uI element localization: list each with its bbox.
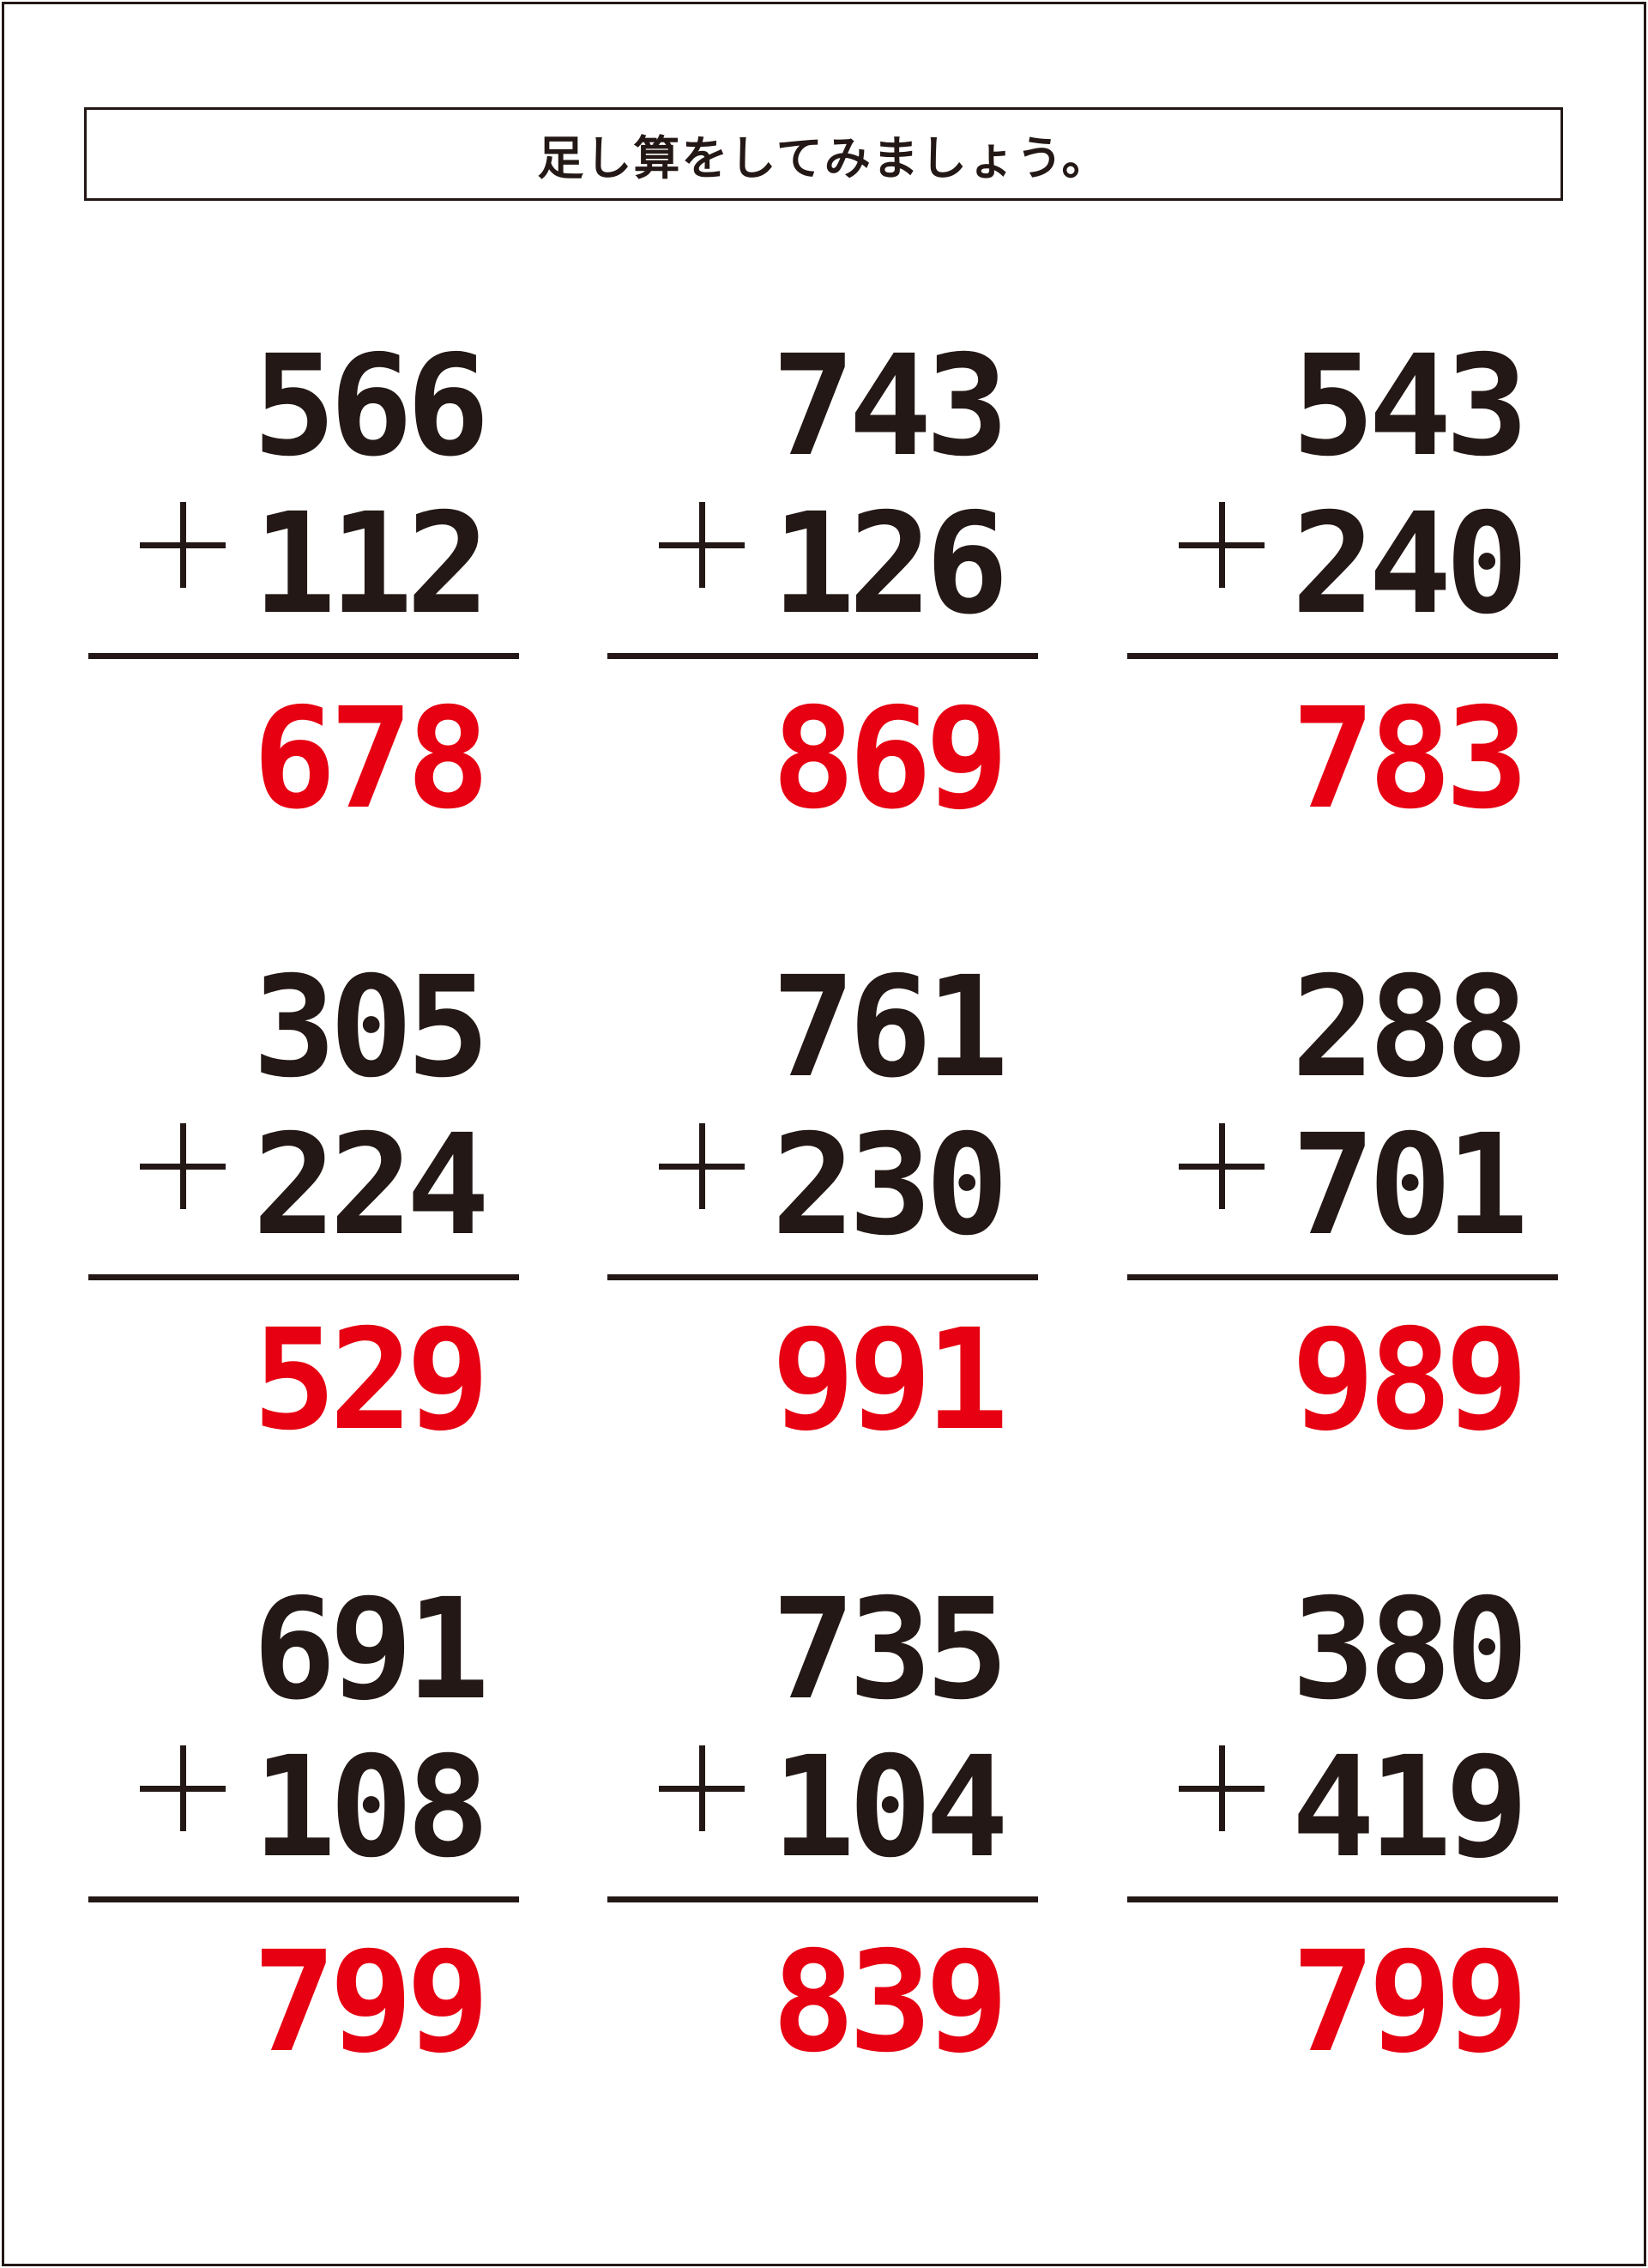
sum-line <box>1127 1274 1558 1280</box>
title-box: 足し算をしてみましょう。 <box>84 107 1563 201</box>
addition-problem: 543 240 783 <box>1127 337 1558 880</box>
addend-2: 104 <box>771 1727 1009 1889</box>
addition-problem: 743 126 869 <box>607 337 1038 880</box>
answer: 678 <box>252 679 490 840</box>
sum-line <box>607 1274 1038 1280</box>
addend-2: 126 <box>771 484 1009 645</box>
plus-sign <box>140 502 226 588</box>
answer: 783 <box>1291 679 1529 840</box>
plus-sign <box>1179 1745 1265 1831</box>
plus-sign <box>1179 502 1265 588</box>
sum-line <box>88 1274 519 1280</box>
answer: 799 <box>252 1922 490 2084</box>
addend-1: 543 <box>1291 326 1529 487</box>
addend-1: 735 <box>771 1569 1009 1731</box>
answer: 869 <box>771 679 1009 840</box>
addend-2: 230 <box>771 1105 1009 1267</box>
addend-2: 240 <box>1291 484 1529 645</box>
sum-line <box>1127 653 1558 659</box>
addend-1: 305 <box>252 947 490 1109</box>
addend-2: 112 <box>252 484 490 645</box>
plus-sign <box>140 1123 226 1209</box>
sum-line <box>88 1896 519 1902</box>
addend-1: 566 <box>252 326 490 487</box>
plus-sign <box>140 1745 226 1831</box>
addend-2: 108 <box>252 1727 490 1889</box>
worksheet-title: 足し算をしてみましょう。 <box>537 131 1110 185</box>
addend-2: 419 <box>1291 1727 1529 1889</box>
plus-sign <box>659 1745 745 1831</box>
sum-line <box>607 653 1038 659</box>
addend-1: 380 <box>1291 1569 1529 1731</box>
sum-line <box>1127 1896 1558 1902</box>
addition-problem: 288 701 989 <box>1127 959 1558 1501</box>
addend-1: 691 <box>252 1569 490 1731</box>
addition-problem: 691 108 799 <box>88 1581 519 2123</box>
answer: 989 <box>1291 1300 1529 1461</box>
addition-problem: 761 230 991 <box>607 959 1038 1501</box>
plus-sign <box>659 1123 745 1209</box>
sum-line <box>88 653 519 659</box>
answer: 529 <box>252 1300 490 1461</box>
plus-sign <box>659 502 745 588</box>
addend-1: 288 <box>1291 947 1529 1109</box>
plus-sign <box>1179 1123 1265 1209</box>
addition-problem: 380 419 799 <box>1127 1581 1558 2123</box>
addend-1: 761 <box>771 947 1009 1109</box>
addend-2: 701 <box>1291 1105 1529 1267</box>
addend-2: 224 <box>252 1105 490 1267</box>
sum-line <box>607 1896 1038 1902</box>
addition-problem: 566 112 678 <box>88 337 519 880</box>
addend-1: 743 <box>771 326 1009 487</box>
answer: 799 <box>1291 1922 1529 2084</box>
answer: 991 <box>771 1300 1009 1461</box>
answer: 839 <box>771 1922 1009 2084</box>
addition-problem: 305 224 529 <box>88 959 519 1501</box>
addition-problem: 735 104 839 <box>607 1581 1038 2123</box>
